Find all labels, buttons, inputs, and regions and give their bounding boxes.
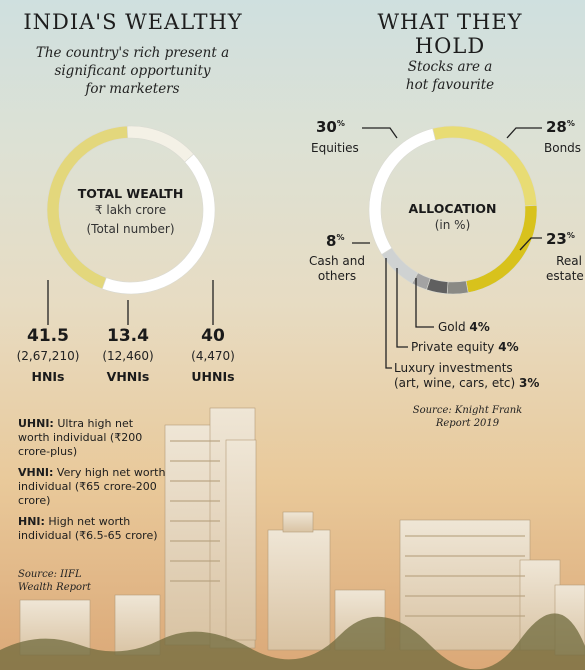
note-vhni-term: VHNI: <box>18 466 54 479</box>
definitions-notes: UHNI: Ultra high net worth individual (₹… <box>18 417 166 550</box>
stat-value-hni: 41.5 <box>27 326 69 346</box>
leader-line-private-equity <box>396 268 408 348</box>
stat-value-uhni: 40 <box>201 326 225 346</box>
right-subtitle-line-1: Stocks are a <box>407 59 493 75</box>
right-source: Source: Knight Frank Report 2019 <box>405 404 530 430</box>
label-luxury-line-2: (art, wine, cars, etc) 3% <box>394 376 539 391</box>
label-equities: Equities <box>311 141 359 155</box>
ring1-segment-uhnis <box>101 153 216 295</box>
pct-cash-value: 8 <box>326 232 337 250</box>
left-subtitle-line-1: The country's rich present a <box>35 45 230 61</box>
leader-line-real-estate <box>519 237 542 251</box>
pct-bonds: 28% <box>546 118 575 136</box>
note-uhni-term: UHNI: <box>18 417 54 430</box>
wealth-center-sub-2: (Total number) <box>86 222 175 236</box>
pct-bonds-value: 28 <box>546 118 567 136</box>
right-title-line-1: WHAT THEY <box>377 10 523 34</box>
pct-bonds-sign: % <box>566 119 575 128</box>
allocation-center-title: ALLOCATION <box>408 201 497 216</box>
left-source-line-2: Wealth Report <box>18 582 91 593</box>
note-vhni-text: Very high net worth individual (₹65 cror… <box>18 466 166 507</box>
leader-line-bonds <box>506 127 542 139</box>
left-subtitle-line-3: for marketers <box>85 81 180 97</box>
pct-equities-sign: % <box>336 119 345 128</box>
note-hni: HNI: High net worth individual (₹6.5-65 … <box>18 515 166 543</box>
label-real-estate-line-1: Real <box>556 254 582 268</box>
stat-count-uhni: (4,470) <box>191 349 235 363</box>
ring2-segment-gold <box>446 280 469 295</box>
leader-line-gold <box>415 278 434 328</box>
wealth-center-subtitle: ₹ lakh crore (Total number) <box>58 201 203 239</box>
label-luxury: Luxury investments (art, wine, cars, etc… <box>394 361 539 391</box>
wealth-ring <box>46 125 216 295</box>
note-uhni: UHNI: Ultra high net worth individual (₹… <box>18 417 166 459</box>
leader-line-luxury <box>385 258 392 369</box>
note-hni-term: HNI: <box>18 515 45 528</box>
pct-real-estate-sign: % <box>566 231 575 240</box>
leader-line-equities <box>362 127 398 139</box>
ring2-segment-bonds <box>432 125 538 207</box>
label-cash: Cash and others <box>305 254 369 284</box>
label-private-equity-pct: 4% <box>498 340 519 354</box>
stat-label-uhni: UHNIs <box>191 369 235 384</box>
label-cash-line-1: Cash and <box>309 254 365 268</box>
allocation-center-subtitle: (in %) <box>434 218 471 232</box>
right-source-line-1: Source: Knight Frank <box>412 405 523 416</box>
label-gold: Gold 4% <box>438 320 490 335</box>
note-vhni: VHNI: Very high net worth individual (₹6… <box>18 466 166 508</box>
ring2-segment-cash-and-others <box>381 247 419 284</box>
pct-equities: 30% <box>316 118 345 136</box>
pct-real-estate-value: 23 <box>546 230 567 248</box>
stat-label-vhni: VHNIs <box>106 369 150 384</box>
left-source: Source: IIFL Wealth Report <box>18 568 91 594</box>
left-source-line-1: Source: IIFL <box>18 569 82 580</box>
label-luxury-text: (art, wine, cars, etc) <box>394 376 516 390</box>
right-title: WHAT THEY HOLD <box>360 10 540 58</box>
stat-count-vhni: (12,460) <box>102 349 154 363</box>
label-real-estate: Real estate <box>546 254 584 284</box>
stat-label-hni: HNIs <box>31 369 65 384</box>
pct-real-estate: 23% <box>546 230 575 248</box>
right-subtitle: Stocks are a hot favourite <box>370 58 530 94</box>
pct-cash-sign: % <box>336 233 345 242</box>
stat-count-hni: (2,67,210) <box>16 349 80 363</box>
label-luxury-line-1: Luxury investments <box>394 361 513 375</box>
wealth-center-sub-1: ₹ lakh crore <box>94 203 167 217</box>
ring2-segment-equities <box>368 128 436 255</box>
label-cash-line-2: others <box>317 269 357 283</box>
note-uhni-text: Ultra high net worth individual (₹200 cr… <box>18 417 143 458</box>
label-gold-pct: 4% <box>469 320 490 334</box>
label-private-equity-text: Private equity <box>411 340 495 354</box>
left-title: INDIA'S WEALTHY <box>23 10 243 34</box>
pct-cash: 8% <box>326 232 344 250</box>
pct-equities-value: 30 <box>316 118 337 136</box>
label-gold-text: Gold <box>438 320 466 334</box>
label-bonds: Bonds <box>544 141 582 155</box>
right-source-line-2: Report 2019 <box>435 418 500 429</box>
left-subtitle: The country's rich present a significant… <box>10 44 255 98</box>
wealth-center-title: TOTAL WEALTH <box>77 186 184 201</box>
left-subtitle-line-2: significant opportunity <box>54 63 211 79</box>
label-luxury-pct: 3% <box>519 376 540 390</box>
right-subtitle-line-2: hot favourite <box>405 77 495 93</box>
note-hni-text: High net worth individual (₹6.5-65 crore… <box>18 515 158 542</box>
right-title-line-2: HOLD <box>414 34 486 58</box>
label-private-equity: Private equity 4% <box>411 340 519 355</box>
label-real-estate-line-2: estate <box>546 269 584 283</box>
stat-value-vhni: 13.4 <box>107 326 149 346</box>
